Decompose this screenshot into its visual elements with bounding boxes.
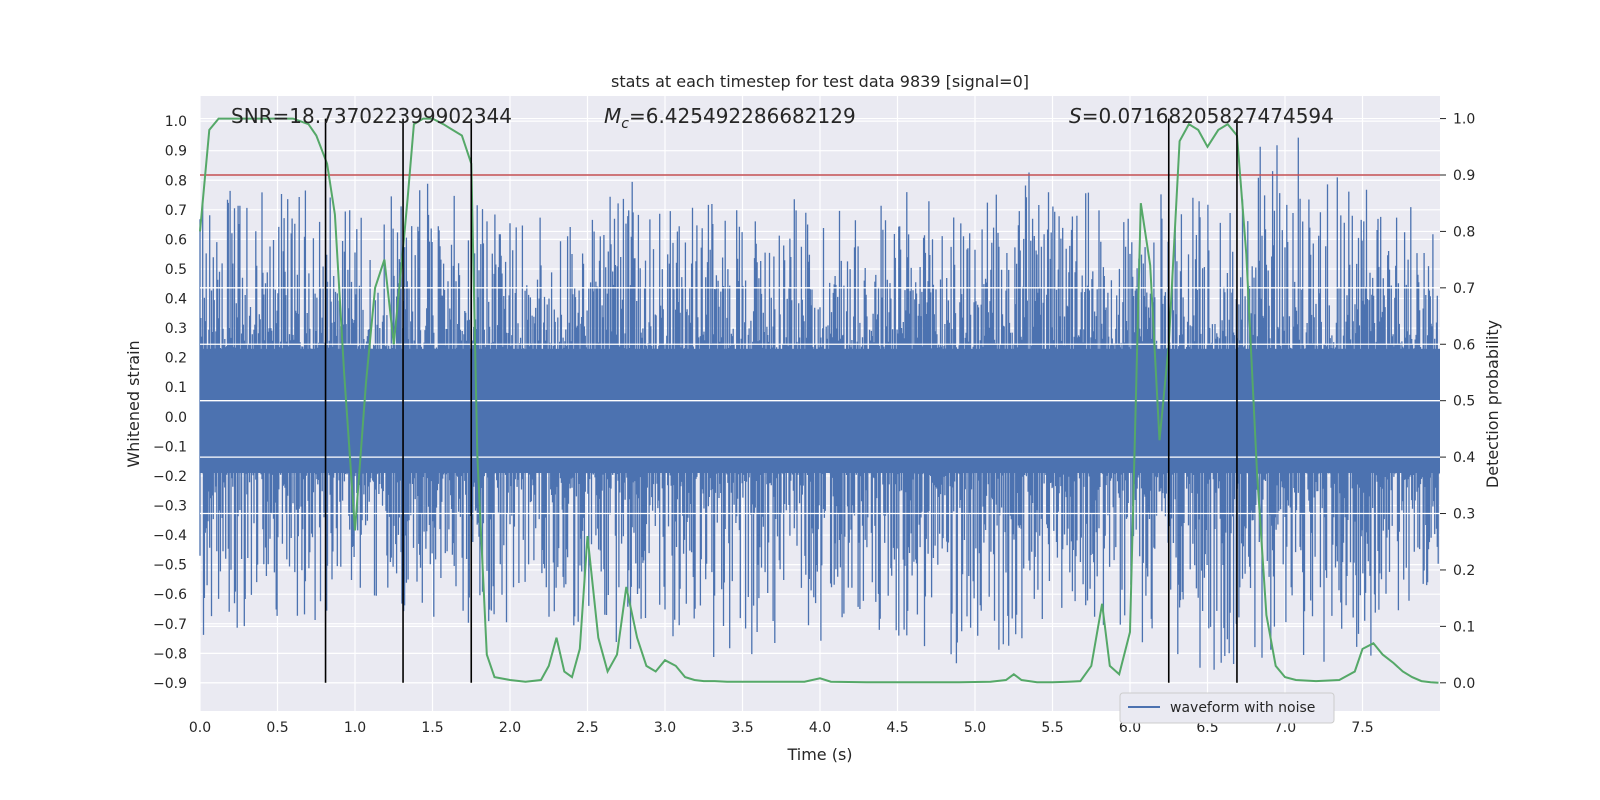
left-y-tick-label: 0.7 [165,203,187,219]
s-annotation: S=0.07168205827474594 [1069,104,1334,128]
x-tick-label: 5.5 [1041,720,1063,736]
x-tick-label: 2.5 [576,720,598,736]
mc-subscript: c [621,116,629,132]
x-tick-label: 5.0 [964,720,986,736]
x-tick-label: 4.0 [809,720,831,736]
left-y-tick-label: −0.9 [153,676,187,692]
x-tick-labels: 0.0 0.5 1.0 1.5 2.0 2.5 3.0 3.5 4.0 4.5 5.0 5.5 6.0 6… [189,720,1374,736]
right-y-tick-label: 0.0 [1453,676,1475,692]
x-tick-label: 7.5 [1351,720,1373,736]
waveform-series [199,137,1440,670]
left-y-tick-label: 0.4 [165,292,187,308]
vertical-markers [324,118,1238,683]
waveform-core [200,348,1440,473]
mc-symbol: M [604,104,621,128]
left-y-tick-label: 0.9 [165,144,187,160]
left-y-tick-label: −0.4 [153,528,187,544]
right-y-tick-label: 0.3 [1453,507,1475,523]
x-tick-label: 0.5 [266,720,288,736]
left-y-tick-label: 0.2 [165,351,187,367]
s-symbol: S [1069,104,1082,128]
mc-annotation: Mc=6.425492286682129 [604,104,856,132]
right-y-tick-label: 0.8 [1453,224,1475,240]
left-y-tick-labels: −0.9 −0.8 −0.7 −0.6 −0.5 −0.4 −0.3 −0.2 −0.1 0.0 0… [153,114,187,692]
left-y-tick-label: −0.7 [153,617,187,633]
mc-value: =6.425492286682129 [629,104,856,128]
left-y-tick-label: 0.0 [165,410,187,426]
x-tick-label: 3.0 [654,720,676,736]
right-y-tick-label: 1.0 [1453,112,1475,128]
x-tick-label: 4.5 [886,720,908,736]
left-y-tick-label: 0.8 [165,173,187,189]
left-y-tick-label: 0.3 [165,321,187,337]
x-axis-label: Time (s) [786,745,852,764]
left-y-tick-label: 0.1 [165,380,187,396]
chart-title: stats at each timestep for test data 983… [611,72,1029,91]
legend-box [1119,692,1335,724]
detection-probability-series [199,117,1439,684]
x-tick-label: 1.0 [344,720,366,736]
x-tick-label: 7.0 [1274,720,1296,736]
x-tick-label: 2.0 [499,720,521,736]
left-y-tick-label: −0.6 [153,587,187,603]
right-y-tick-label: 0.2 [1453,563,1475,579]
left-y-tick-label: 0.6 [165,232,187,248]
right-y-tick-label: 0.6 [1453,337,1475,353]
left-y-tick-label: −0.8 [153,646,187,662]
right-y-tick-label: 0.5 [1453,394,1475,410]
snr-annotation: SNR=18.737022399902344 [231,104,512,128]
left-y-tick-label: −0.1 [153,439,187,455]
s-value: =0.07168205827474594 [1082,104,1334,128]
left-y-tick-label: 1.0 [165,114,187,130]
right-y-tick-label: 0.4 [1453,450,1475,466]
legend-label-waveform: waveform with noise [1170,700,1315,716]
x-tick-label: 1.5 [421,720,443,736]
left-y-tick-label: −0.5 [153,558,187,574]
left-y-axis-label: Whitened strain [124,340,143,467]
left-y-tick-label: −0.3 [153,499,187,515]
x-tick-label: 6.0 [1119,720,1141,736]
right-y-tick-labels: 0.0 0.1 0.2 0.3 0.4 0.5 0.6 0.7 0.8 0.9 1.0 [1453,112,1475,692]
x-tick-label: 0.0 [189,720,211,736]
detection-probability-line [199,117,1439,684]
right-y-tick-label: 0.7 [1453,281,1475,297]
left-y-tick-label: −0.2 [153,469,187,485]
right-y-tick-label: 0.1 [1453,619,1475,635]
legend: waveform with noise [1119,692,1335,724]
left-y-tick-label: 0.5 [165,262,187,278]
right-y-tick-label: 0.9 [1453,168,1475,184]
right-y-axis-label: Detection probability [1483,320,1502,488]
x-tick-label: 3.5 [731,720,753,736]
x-tick-label: 6.5 [1196,720,1218,736]
